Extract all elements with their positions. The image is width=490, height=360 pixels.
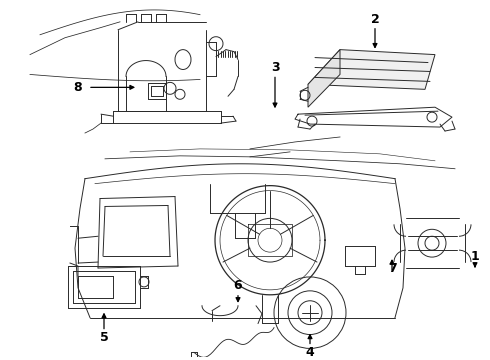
Text: 4: 4 [306, 346, 315, 359]
Text: 6: 6 [234, 279, 243, 292]
Polygon shape [308, 50, 340, 107]
Text: 3: 3 [270, 61, 279, 74]
Text: 5: 5 [99, 331, 108, 344]
Polygon shape [308, 50, 435, 89]
Text: 7: 7 [388, 261, 396, 275]
Text: 8: 8 [74, 81, 82, 94]
Text: 2: 2 [370, 13, 379, 26]
Text: 1: 1 [470, 249, 479, 262]
